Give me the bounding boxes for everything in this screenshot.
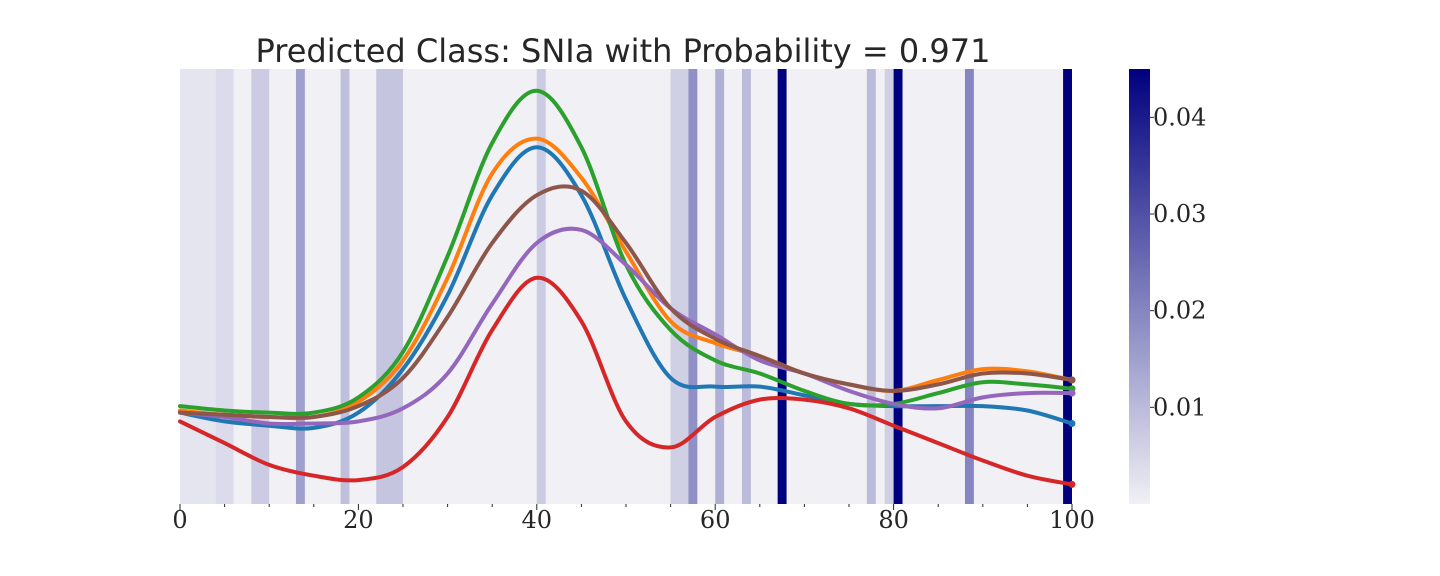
attention-band bbox=[536, 69, 546, 504]
chart-title: Predicted Class: SNIa with Probability =… bbox=[256, 32, 991, 70]
attention-band bbox=[215, 69, 234, 504]
series-line-4 bbox=[178, 275, 1074, 487]
x-tick-label: 100 bbox=[1049, 506, 1095, 534]
x-tick-label: 40 bbox=[522, 506, 553, 534]
x-tick-label: 0 bbox=[172, 506, 187, 534]
colorbar-tick-label: 0.01 bbox=[1153, 393, 1206, 421]
attention-band bbox=[866, 69, 876, 504]
attention-band bbox=[376, 69, 403, 504]
attention-band bbox=[741, 69, 751, 504]
series-end-point bbox=[1068, 389, 1076, 397]
colorbar-tick-label: 0.03 bbox=[1153, 200, 1206, 228]
attention-band bbox=[340, 69, 350, 504]
colorbar bbox=[1129, 69, 1150, 504]
series-end-point bbox=[1068, 376, 1076, 384]
x-tick-label: 60 bbox=[700, 506, 731, 534]
colorbar-tick-label: 0.02 bbox=[1153, 297, 1206, 325]
x-tick-label: 80 bbox=[878, 506, 909, 534]
attention-bands bbox=[180, 69, 1072, 504]
attention-band bbox=[295, 69, 305, 504]
series-line-6 bbox=[178, 184, 1074, 420]
attention-band bbox=[964, 69, 974, 504]
attention-band bbox=[884, 69, 894, 504]
attention-band bbox=[1063, 69, 1072, 504]
series-line-5 bbox=[178, 226, 1074, 427]
x-tick-label: 20 bbox=[343, 506, 374, 534]
attention-band bbox=[893, 69, 903, 504]
series-end-point bbox=[1068, 420, 1076, 428]
attention-band bbox=[715, 69, 725, 504]
series-line-3 bbox=[178, 88, 1074, 416]
attention-band bbox=[670, 69, 689, 504]
attention-band bbox=[251, 69, 270, 504]
series-end-point bbox=[1068, 480, 1076, 488]
attention-band bbox=[688, 69, 698, 504]
x-axis: 0 20 40 60 80 100 bbox=[172, 504, 1095, 534]
attention-band bbox=[180, 69, 216, 504]
colorbar-ticks: 0.01 0.02 0.03 0.04 bbox=[1150, 103, 1206, 421]
colorbar-tick-label: 0.04 bbox=[1153, 103, 1206, 131]
series-lines bbox=[178, 88, 1076, 488]
attention-band bbox=[777, 69, 787, 504]
plot-background bbox=[180, 69, 1072, 504]
